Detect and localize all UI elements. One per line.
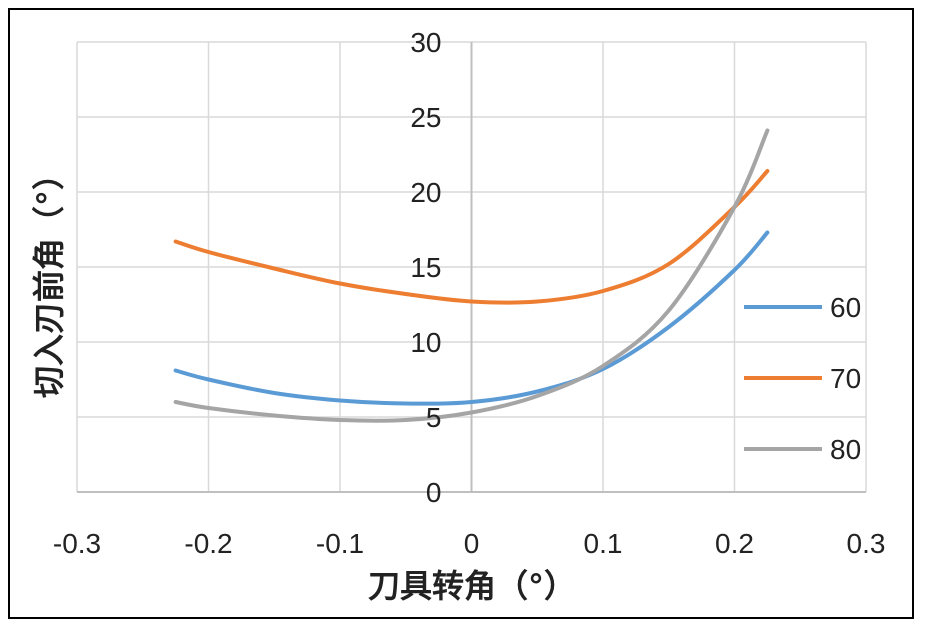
- y-tick-label: 15: [410, 252, 441, 283]
- legend-label-80: 80: [830, 434, 861, 465]
- chart-frame: [8, 8, 914, 619]
- x-tick-labels: -0.3 -0.2 -0.1 0 0.1 0.2 0.3: [53, 528, 886, 559]
- y-tick-label: 10: [410, 327, 441, 358]
- x-tick-label: 0: [464, 528, 480, 559]
- y-tick-label: 30: [410, 27, 441, 58]
- y-tick-labels: 0 5 10 15 20 25 30: [410, 27, 441, 508]
- legend-label-70: 70: [830, 363, 861, 394]
- axes: [77, 42, 866, 493]
- x-tick-label: -0.3: [53, 528, 101, 559]
- x-tick-label: -0.1: [316, 528, 364, 559]
- y-axis-title: 切入刃前角（°）: [30, 158, 68, 398]
- y-tick-label: 25: [410, 102, 441, 133]
- x-tick-label: 0.3: [847, 528, 886, 559]
- y-tick-label: 20: [410, 177, 441, 208]
- y-tick-label: 5: [426, 402, 442, 433]
- x-axis-title: 刀具转角（°）: [368, 567, 576, 605]
- y-tick-label: 0: [426, 477, 442, 508]
- legend-label-60: 60: [830, 292, 861, 323]
- x-tick-label: 0.1: [584, 528, 623, 559]
- series-line-70: [173, 169, 770, 305]
- legend: 60 70 80: [744, 292, 861, 465]
- series-line-80: [173, 128, 770, 423]
- x-tick-label: 0.2: [715, 528, 754, 559]
- series-lines: [173, 128, 770, 423]
- series-line-60: [173, 230, 770, 406]
- x-tick-label: -0.2: [184, 528, 232, 559]
